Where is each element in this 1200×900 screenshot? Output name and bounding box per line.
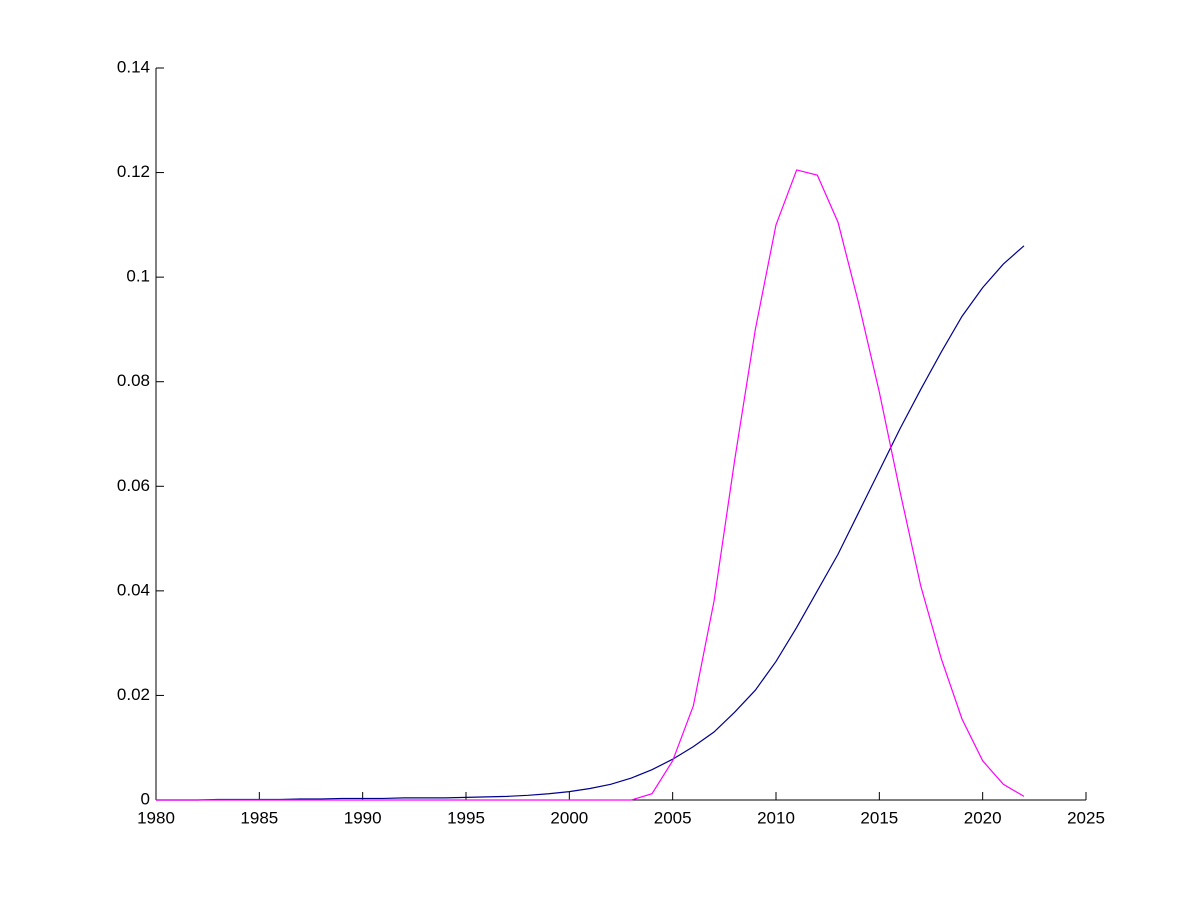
x-tick-label: 1995 [447, 808, 485, 827]
x-tick-label: 2010 [757, 808, 795, 827]
series-line [156, 169, 1025, 801]
series-line [156, 245, 1025, 801]
y-tick-label: 0.08 [117, 371, 150, 390]
x-tick-label: 2025 [1067, 808, 1105, 827]
y-tick-label: 0.04 [117, 580, 150, 599]
x-tick-label: 1985 [240, 808, 278, 827]
y-tick-label: 0.06 [117, 476, 150, 495]
y-tick-label: 0.02 [117, 685, 150, 704]
x-tick-label: 2015 [860, 808, 898, 827]
x-tick-label: 2020 [964, 808, 1002, 827]
x-tick-label: 2000 [550, 808, 588, 827]
y-tick-label: 0.14 [117, 57, 150, 76]
y-tick-label: 0.1 [126, 267, 150, 286]
x-tick-label: 2005 [654, 808, 692, 827]
y-tick-label: 0 [141, 789, 150, 808]
y-tick-label: 0.12 [117, 162, 150, 181]
x-tick-label: 1990 [344, 808, 382, 827]
x-tick-label: 1980 [137, 808, 175, 827]
